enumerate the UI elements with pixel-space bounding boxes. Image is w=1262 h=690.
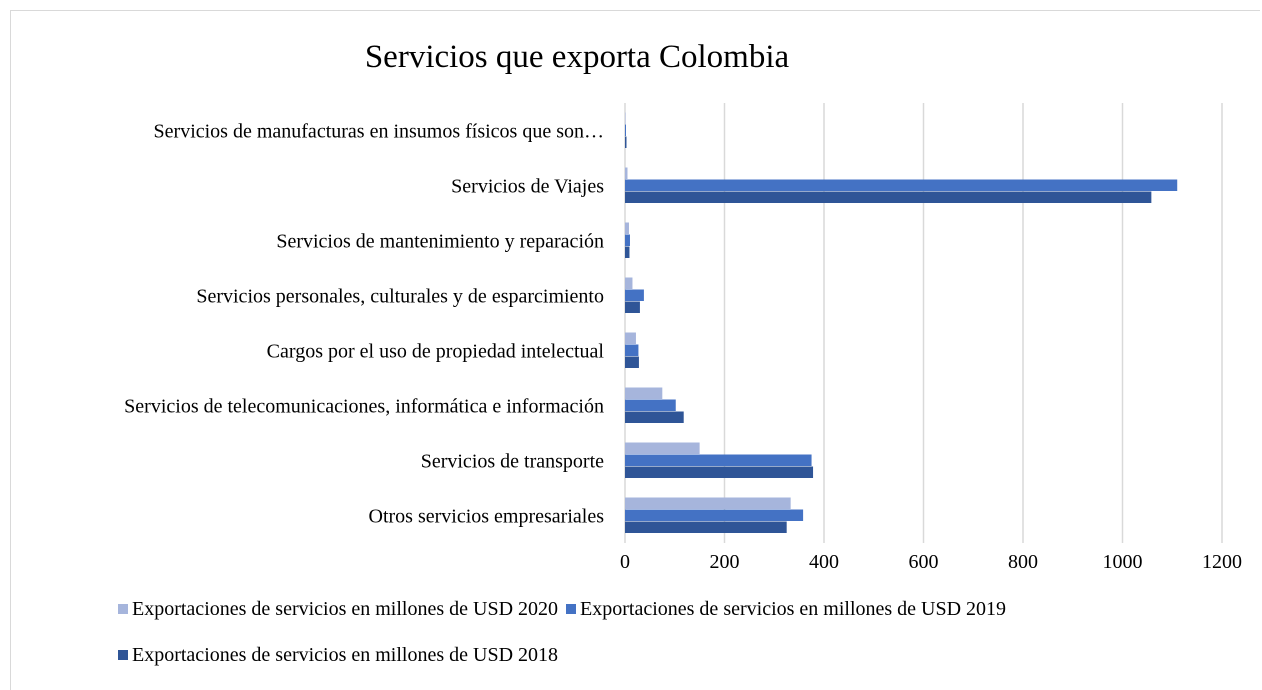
bar-2018 (625, 467, 813, 479)
x-tick-labels: 0 200 400 600 800 1000 1200 (620, 551, 1242, 573)
legend-row-2: Exportaciones de servicios en millones d… (118, 643, 566, 667)
category-label: Servicios de manufacturas en insumos fís… (154, 121, 604, 143)
x-tick-label: 400 (809, 551, 839, 573)
bar-2018 (625, 412, 684, 424)
bar-2019 (625, 510, 803, 522)
category-labels: Servicios de manufacturas en insumos fís… (124, 121, 604, 528)
category-label: Servicios de mantenimiento y reparación (276, 231, 604, 253)
category-label: Cargos por el uso de propiedad intelectu… (267, 341, 605, 363)
legend-label: Exportaciones de servicios en millones d… (132, 598, 558, 620)
category-label: Servicios de telecomunicaciones, informá… (124, 396, 604, 418)
category-label: Otros servicios empresariales (369, 506, 605, 528)
bar-2020 (625, 168, 627, 180)
bar-2019 (625, 345, 638, 357)
bar-2020 (625, 498, 791, 510)
category-label: Servicios de Viajes (451, 176, 604, 198)
x-tick-label: 800 (1008, 551, 1038, 573)
bar-2018 (625, 192, 1151, 204)
bar-2020 (625, 388, 662, 400)
x-tick-label: 600 (909, 551, 939, 573)
legend-row-1: Exportaciones de servicios en millones d… (118, 597, 1014, 621)
legend-swatch (118, 604, 128, 614)
bar-2018 (625, 302, 640, 314)
bar-2019 (625, 400, 676, 412)
legend-item: Exportaciones de servicios en millones d… (118, 643, 558, 667)
bar-2020 (625, 443, 700, 455)
bar-2019 (625, 455, 812, 467)
bar-2018 (625, 522, 787, 534)
bar-2019 (625, 180, 1177, 192)
chart-title: Servicios que exporta Colombia (365, 39, 790, 75)
legend-swatch (118, 650, 128, 660)
x-tick-label: 0 (620, 551, 630, 573)
legend-label: Exportaciones de servicios en millones d… (132, 644, 558, 666)
bar-2020 (625, 278, 632, 290)
legend-item: Exportaciones de servicios en millones d… (566, 597, 1006, 621)
bar-2018 (625, 137, 626, 149)
legend-label: Exportaciones de servicios en millones d… (580, 598, 1006, 620)
bar-2020 (625, 333, 636, 345)
bar-2019 (625, 290, 644, 302)
bar-2019 (625, 235, 630, 247)
x-tick-label: 1200 (1202, 551, 1242, 573)
category-label: Servicios personales, culturales y de es… (196, 286, 604, 308)
bar-2018 (625, 247, 629, 259)
bars (625, 113, 1177, 534)
category-label: Servicios de transporte (421, 451, 604, 473)
x-tick-label: 200 (710, 551, 740, 573)
legend-swatch (566, 604, 576, 614)
legend-item: Exportaciones de servicios en millones d… (118, 597, 558, 621)
bar-2018 (625, 357, 639, 369)
bar-2020 (625, 223, 629, 235)
x-tick-label: 1000 (1103, 551, 1143, 573)
bar-2019 (625, 125, 626, 137)
